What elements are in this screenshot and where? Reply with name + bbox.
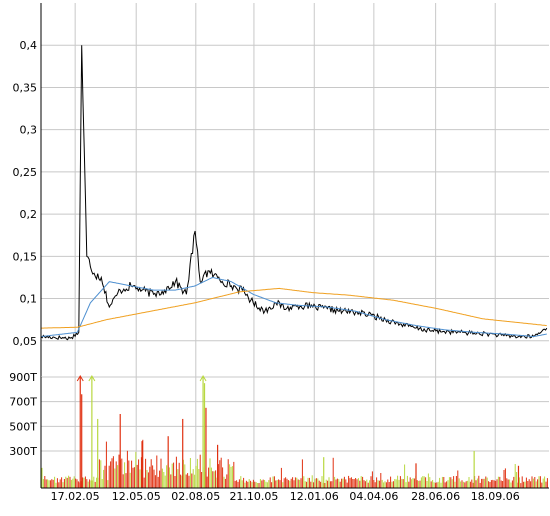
volume-overflow-marker bbox=[76, 375, 84, 382]
price-y-tick-label: 0,25 bbox=[13, 166, 38, 179]
volume-bars-layer bbox=[41, 375, 548, 488]
price-y-tick-label: 0,35 bbox=[13, 81, 38, 94]
volume-x-tick-label: 17.02.05 bbox=[51, 490, 100, 503]
price-y-tick-label: 0,1 bbox=[20, 293, 38, 306]
volume-y-tick-label: 900T bbox=[9, 371, 37, 384]
volume-overflow-marker bbox=[88, 375, 96, 382]
volume-x-tick-label: 12.01.06 bbox=[290, 490, 339, 503]
short-moving-average-line bbox=[41, 276, 547, 338]
price-series-layer bbox=[41, 45, 548, 341]
volume-y-tick-label: 300T bbox=[9, 445, 37, 458]
volume-x-tick-label: 04.04.06 bbox=[349, 490, 398, 503]
price-y-tick-label: 0,4 bbox=[20, 39, 38, 52]
volume-x-tick-label: 28.06.06 bbox=[411, 490, 460, 503]
volume-overflow-marker bbox=[199, 375, 207, 382]
price-y-tick-label: 0,05 bbox=[13, 335, 38, 348]
price-y-tick-label: 0,15 bbox=[13, 250, 38, 263]
volume-x-tick-label: 02.08.05 bbox=[171, 490, 220, 503]
volume-y-tick-label: 700T bbox=[9, 396, 37, 409]
volume-x-tick-label: 21.10.05 bbox=[229, 490, 278, 503]
volume-grid bbox=[41, 376, 549, 488]
volume-x-tick-label: 18.09.06 bbox=[471, 490, 520, 503]
price-y-tick-label: 0,3 bbox=[20, 124, 38, 137]
price-y-tick-label: 0,2 bbox=[20, 208, 38, 221]
volume-plot-area bbox=[41, 377, 549, 488]
long-moving-average-line bbox=[41, 287, 547, 329]
volume-axis: 300T 500T 700T 900T 17.02.05 12.05.05 02.08.05… bbox=[9, 371, 549, 503]
price-plot-area bbox=[41, 3, 549, 383]
price-grid bbox=[41, 3, 549, 383]
volume-x-tick-label: 12.05.05 bbox=[112, 490, 161, 503]
volume-y-tick-label: 500T bbox=[9, 420, 37, 433]
